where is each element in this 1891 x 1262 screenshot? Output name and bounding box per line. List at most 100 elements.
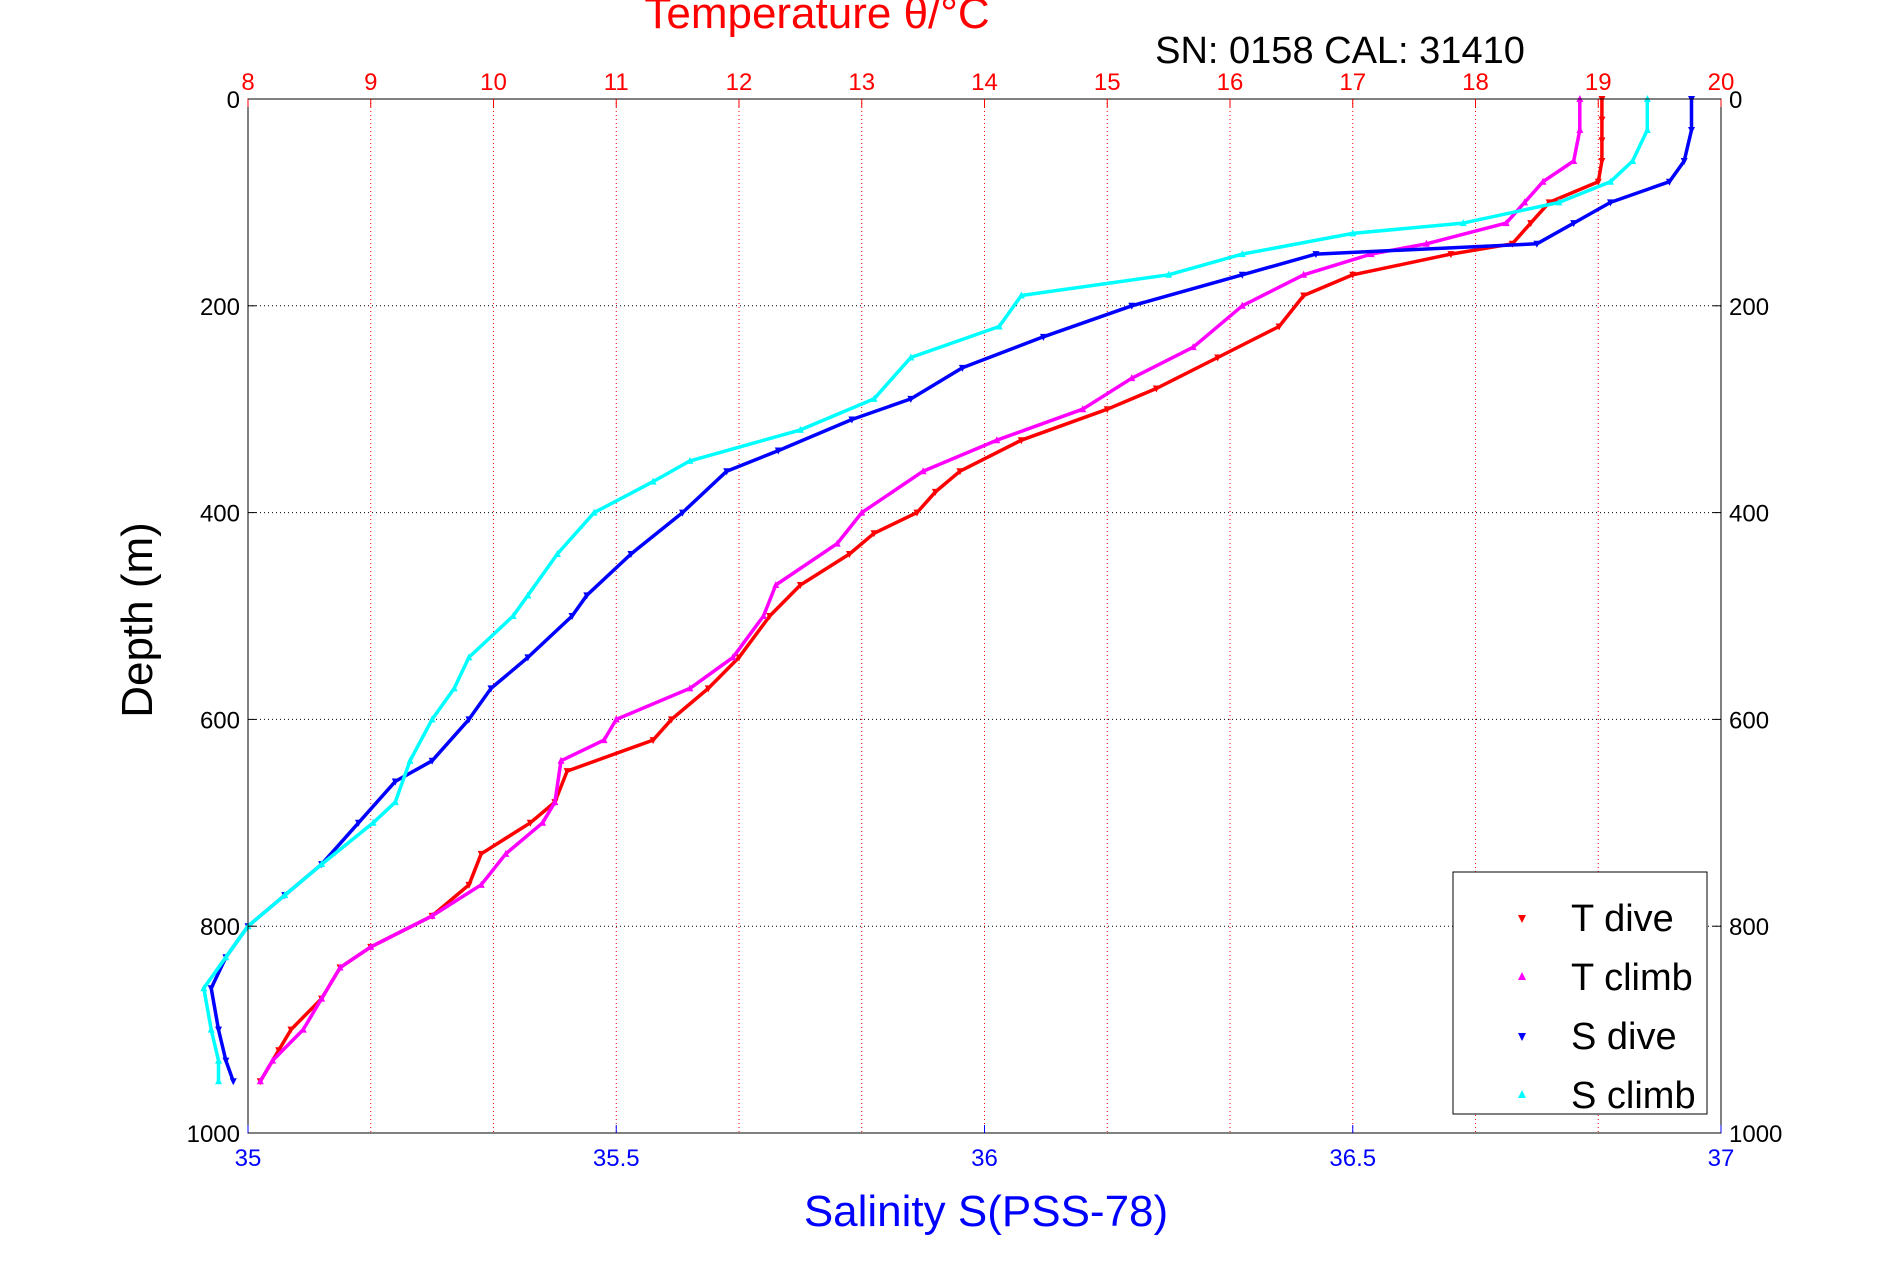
data-point (686, 456, 694, 464)
left-tick-label: 400 (200, 501, 240, 528)
grid (248, 99, 1721, 1133)
data-point (391, 778, 399, 786)
data-point (667, 716, 675, 724)
data-point (207, 985, 215, 993)
top-tick-label: 8 (241, 69, 254, 96)
data-point (256, 1077, 264, 1085)
series-t-climb (256, 95, 1584, 1085)
data-point (649, 737, 657, 745)
data-point (524, 591, 532, 599)
top-tick-label: 9 (364, 69, 377, 96)
data-point (502, 849, 510, 857)
data-point (524, 654, 532, 662)
data-point (1555, 198, 1563, 206)
data-point (568, 613, 576, 620)
data-point (207, 1025, 215, 1033)
data-point (215, 1056, 223, 1064)
data-point (870, 394, 878, 402)
data-point (766, 613, 774, 620)
data-point (391, 798, 399, 806)
data-point (369, 818, 377, 826)
legend-label: S dive (1571, 1016, 1677, 1058)
data-point (1238, 271, 1246, 279)
data-point (336, 963, 344, 971)
data-point (299, 1025, 307, 1033)
right-tick-label: 0 (1729, 87, 1742, 114)
data-point (1502, 219, 1510, 227)
data-point (318, 860, 326, 868)
data-point (1039, 333, 1047, 341)
data-point (487, 685, 495, 693)
data-point (723, 468, 731, 476)
data-point (200, 984, 208, 992)
data-point (995, 322, 1003, 330)
data-point (1576, 126, 1584, 134)
right-tick-label: 600 (1729, 707, 1769, 734)
data-point (1128, 374, 1136, 382)
data-point (1103, 406, 1111, 414)
left-tick-label: 200 (200, 294, 240, 321)
data-point (1367, 250, 1375, 258)
data-point (907, 395, 915, 403)
data-point (1349, 271, 1357, 279)
data-point (1680, 158, 1688, 166)
data-point (428, 715, 436, 723)
series-trace (258, 99, 1582, 1083)
chart-title: Temperature θ/°C (644, 0, 989, 38)
legend-marker (1518, 1033, 1526, 1041)
top-tick-label: 14 (971, 69, 998, 96)
data-point (1598, 137, 1606, 145)
data-point (406, 756, 414, 764)
data-point (612, 715, 620, 723)
data-point (367, 942, 375, 950)
y-axis-label: Depth (m) (113, 522, 162, 718)
top-tick-label: 17 (1339, 69, 1366, 96)
legend-box (1452, 871, 1708, 1115)
data-point (913, 509, 921, 517)
legend-marker (1518, 915, 1526, 923)
data-point (428, 757, 436, 765)
legend-label: S climb (1571, 1075, 1696, 1117)
bottom-tick-label: 37 (1708, 1145, 1735, 1172)
data-point (526, 819, 534, 827)
data-point (1688, 127, 1696, 135)
data-point (1422, 239, 1430, 247)
data-point (590, 508, 598, 516)
data-point (848, 416, 856, 424)
legend-marker (1518, 1090, 1526, 1098)
data-point (919, 467, 927, 475)
top-tick-label: 10 (480, 69, 507, 96)
data-point (1349, 229, 1357, 237)
data-point (774, 447, 782, 455)
data-point (318, 994, 326, 1002)
data-point (1665, 178, 1673, 186)
data-point (1275, 323, 1283, 331)
right-tick-label: 200 (1729, 294, 1769, 321)
data-point (1447, 251, 1455, 259)
bottom-tick-label: 35.5 (593, 1145, 640, 1172)
data-series (200, 95, 1696, 1086)
data-point (1165, 270, 1173, 278)
legend-label: T dive (1571, 898, 1674, 940)
data-point (686, 684, 694, 692)
data-point (1152, 385, 1160, 393)
data-point (1570, 220, 1578, 228)
data-point (1300, 292, 1308, 300)
data-point (465, 716, 473, 724)
data-point (858, 508, 866, 516)
top-tick-label: 18 (1462, 69, 1489, 96)
data-point (1017, 291, 1025, 299)
data-point (931, 488, 939, 496)
bottom-tick-label: 36.5 (1329, 1145, 1376, 1172)
data-point (993, 436, 1001, 444)
data-point (600, 736, 608, 744)
data-point (222, 953, 230, 961)
top-tick-label: 15 (1094, 69, 1121, 96)
series-t-dive (256, 96, 1606, 1086)
left-tick-label: 0 (227, 87, 240, 114)
data-point (1607, 177, 1615, 185)
data-point (907, 353, 915, 361)
data-point (796, 581, 804, 589)
data-point (649, 477, 657, 485)
